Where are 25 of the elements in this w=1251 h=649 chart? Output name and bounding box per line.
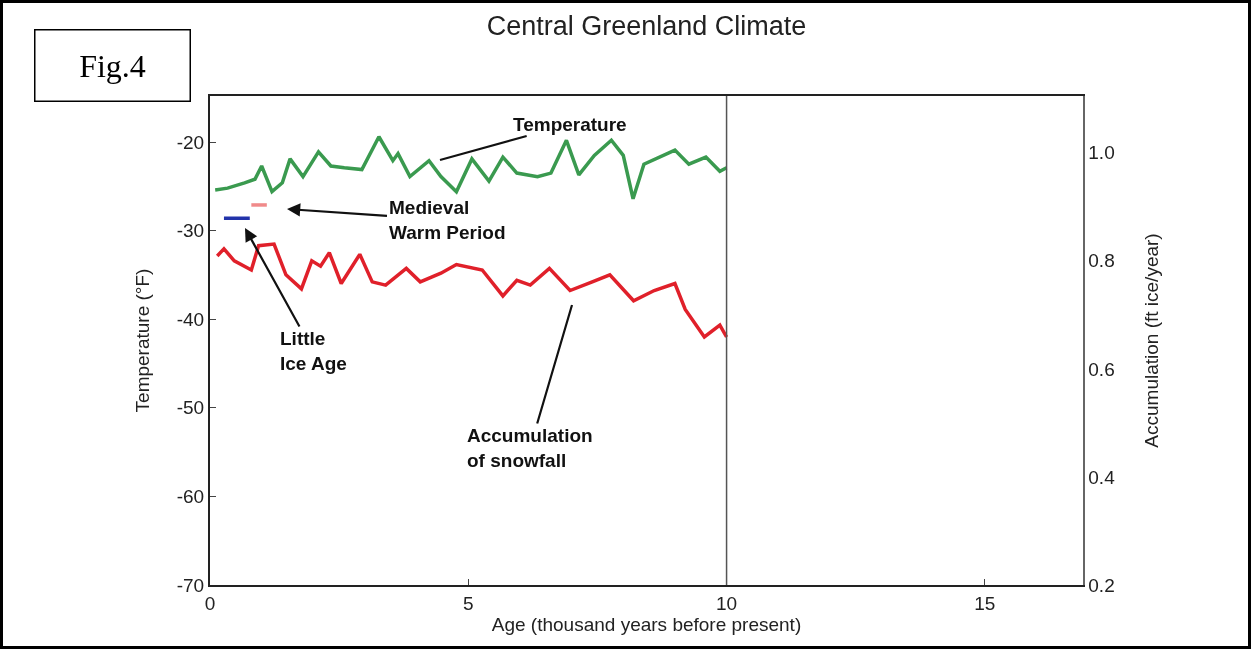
- y-tick-label: -50: [176, 397, 205, 419]
- annotation: Temperature: [513, 114, 627, 135]
- y-tick-label: -20: [176, 131, 205, 153]
- y2-tick-label: 0.6: [1088, 358, 1115, 380]
- x-tick-label: 15: [974, 592, 996, 614]
- annotation: Little Ice Age: [280, 328, 347, 374]
- y2-axis-title: Accumulation (ft ice/year): [1140, 233, 1162, 448]
- y-tick-label: -40: [176, 308, 205, 330]
- line-series: [213, 135, 729, 201]
- x-axis-title: Age (thousand years before present): [491, 613, 802, 635]
- x-tick-label: 10: [716, 592, 738, 614]
- y-tick-label: -70: [176, 574, 205, 596]
- y2-tick-label: 1.0: [1088, 142, 1115, 164]
- y2-tick-label: 0.2: [1088, 574, 1115, 596]
- x-tick-label: 5: [462, 592, 474, 614]
- y-axis-title: Temperature (°F): [132, 268, 154, 413]
- x-tick-label: 0: [204, 592, 216, 614]
- caption: Fig.4: [79, 47, 146, 84]
- y2-tick-label: 0.4: [1088, 466, 1116, 488]
- y-tick-label: -60: [176, 486, 205, 508]
- annotation: Medieval Warm Period: [389, 197, 506, 243]
- chart-title: Central Greenland Climate: [486, 10, 807, 41]
- y-tick-label: -30: [176, 220, 205, 242]
- y2-tick-label: 0.8: [1088, 250, 1115, 272]
- annotation: Accumulation of snowfall: [467, 425, 593, 471]
